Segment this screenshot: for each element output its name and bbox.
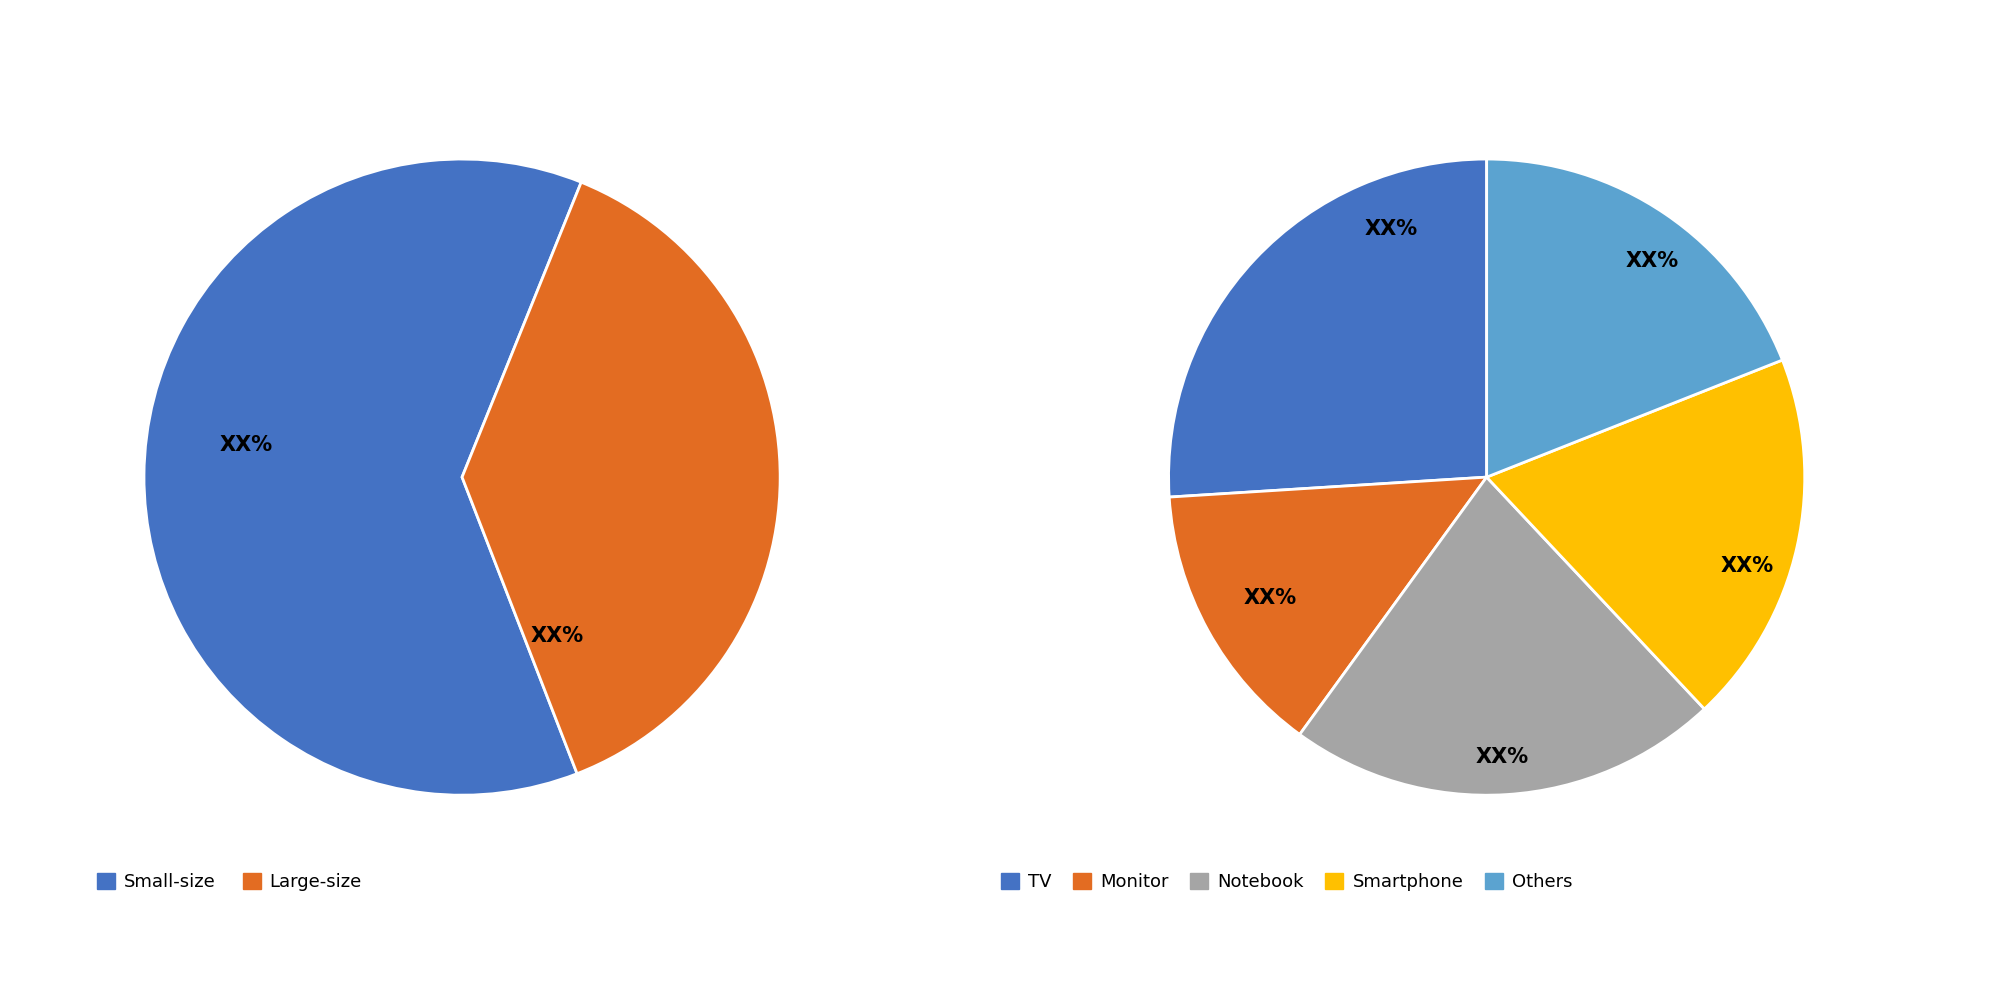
- Wedge shape: [1169, 477, 1487, 735]
- Wedge shape: [1487, 159, 1782, 477]
- Text: Source: Theindustrystats Analysis: Source: Theindustrystats Analysis: [20, 948, 396, 968]
- Text: XX%: XX%: [1625, 250, 1680, 270]
- Wedge shape: [1169, 159, 1487, 497]
- Text: XX%: XX%: [1364, 219, 1418, 239]
- Text: XX%: XX%: [1477, 747, 1529, 767]
- Text: XX%: XX%: [1244, 588, 1298, 608]
- Text: Email: sales@theindustrystats.com: Email: sales@theindustrystats.com: [743, 948, 1129, 968]
- Wedge shape: [1487, 360, 1804, 709]
- Text: Website: www.theindustrystats.com: Website: www.theindustrystats.com: [1406, 948, 1806, 968]
- Text: XX%: XX%: [219, 435, 273, 455]
- Wedge shape: [1300, 477, 1704, 795]
- Text: Fig. Global LCD Timing Controller Market Share by Product Types & Application: Fig. Global LCD Timing Controller Market…: [24, 31, 1266, 59]
- Text: XX%: XX%: [530, 626, 585, 646]
- Wedge shape: [462, 182, 779, 773]
- Legend: Small-size, Large-size: Small-size, Large-size: [88, 866, 370, 899]
- Wedge shape: [145, 159, 581, 795]
- Text: XX%: XX%: [1722, 557, 1774, 577]
- Legend: TV, Monitor, Notebook, Smartphone, Others: TV, Monitor, Notebook, Smartphone, Other…: [992, 866, 1579, 899]
